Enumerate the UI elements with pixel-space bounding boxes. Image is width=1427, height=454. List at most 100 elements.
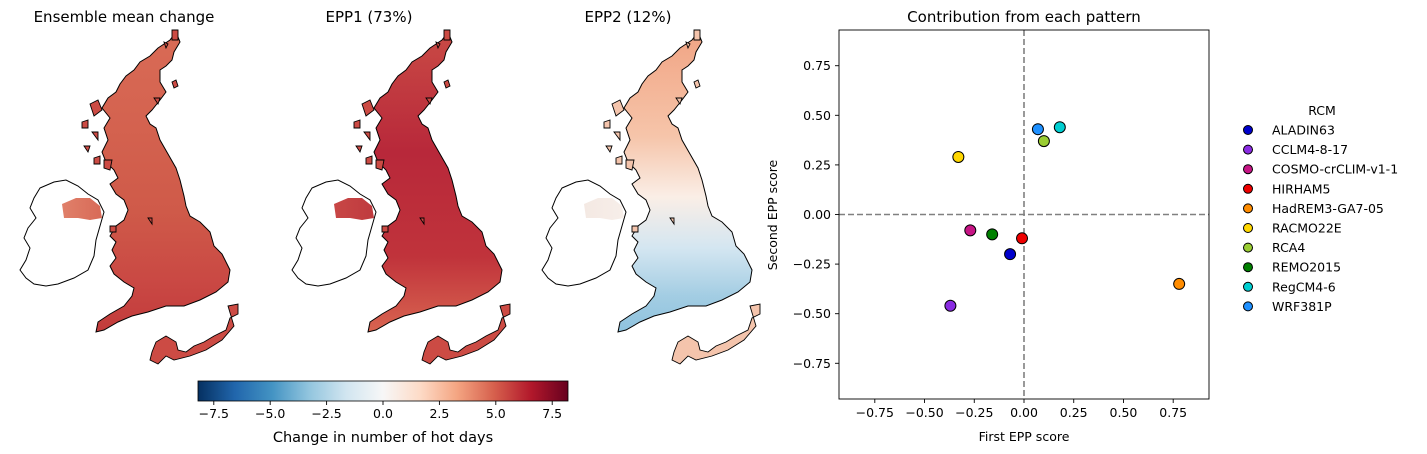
island-outline (685, 41, 691, 50)
ireland-outline (541, 179, 627, 287)
island-outline (693, 29, 701, 41)
colorbar-gradient (197, 380, 569, 402)
island-outline (425, 97, 433, 106)
axis-ticks: −0.75 −0.50 −0.25 0.00 0.25 0.50 0.75 −0.75 −0.5… (793, 58, 1187, 420)
y-tick-label: −0.50 (793, 306, 831, 321)
legend-marker (1243, 223, 1253, 233)
legend-label: WRF381P (1272, 299, 1332, 314)
colorbar-tick-label: −2.5 (311, 406, 341, 421)
point-wrf381p (1031, 123, 1044, 136)
legend-items: ALADIN63 CCLM4-8-17 COSMO-crCLIM-v1-1 HIRHA… (1243, 123, 1398, 314)
legend-title: RCM (1308, 103, 1336, 118)
great-britain-field (617, 30, 753, 333)
point-remo2015 (986, 228, 999, 241)
colorbar-label: Change in number of hot days (273, 430, 493, 446)
legend-label: RegCM4-6 (1272, 279, 1336, 294)
y-tick-label: 0.75 (803, 58, 831, 73)
northern-ireland-field (334, 198, 374, 220)
island-outline (353, 119, 361, 129)
colorbar-tick-label: 0.0 (373, 406, 393, 421)
island-outline (365, 155, 373, 165)
point-racmo22e (952, 150, 965, 163)
ireland-outline (19, 179, 105, 287)
colorbar-tick-label: −5.0 (255, 406, 285, 421)
island-outline (83, 145, 91, 154)
reference-lines (839, 30, 1209, 399)
legend-marker (1243, 262, 1253, 273)
data-points (944, 121, 1186, 312)
legend: RCM ALADIN63 CCLM4-8-17 COSMO-crCLIM-v1-1 H… (1243, 103, 1398, 314)
point-aladin63 (1004, 248, 1017, 261)
island-outline (419, 217, 425, 226)
island-outline (361, 99, 375, 117)
point-regcm4-6 (1053, 121, 1066, 134)
legend-marker (1243, 203, 1253, 214)
y-tick-label: −0.25 (793, 257, 831, 272)
x-tick-label: 0.50 (1110, 405, 1138, 420)
great-britain-field (95, 30, 231, 333)
x-tick-label: −0.25 (955, 405, 993, 420)
point-cclm4-8-17 (944, 299, 957, 312)
island-outline (163, 41, 169, 50)
legend-label: COSMO-crCLIM-v1-1 (1272, 162, 1398, 177)
y-axis-label: Second EPP score (765, 159, 780, 270)
colorbar-tick-label: 2.5 (429, 406, 449, 421)
island-outline (613, 131, 621, 142)
map-title: EPP2 (12%) (585, 8, 672, 26)
legend-label: RACMO22E (1272, 221, 1342, 236)
x-tick-label: 0.25 (1060, 405, 1088, 420)
island-outline (171, 29, 179, 41)
island-outline (631, 225, 639, 233)
island-outline (603, 119, 611, 129)
island-outline (89, 99, 103, 117)
island-outline (171, 79, 179, 89)
island-outline (671, 303, 761, 365)
x-tick-label: −0.75 (856, 405, 894, 420)
point-cosmo-crclim-v1-1 (964, 224, 977, 237)
island-outline (675, 97, 683, 106)
island-outline (81, 119, 89, 129)
colorbar-tick-label: 5.0 (486, 406, 506, 421)
map-panel-epp2: EPP2 (12%) (541, 8, 761, 365)
legend-label: HadREM3-GA7-05 (1272, 201, 1384, 216)
island-outline (109, 225, 117, 233)
northern-ireland-field (584, 198, 624, 220)
island-outline (153, 97, 161, 106)
colorbar: −7.5 −5.0 −2.5 0.0 2.5 5.0 7.5 Change in numbe… (197, 380, 569, 446)
island-outline (669, 217, 675, 226)
map-panel-epp1: EPP1 (73%) (291, 8, 511, 365)
map-title: Ensemble mean change (34, 8, 215, 26)
point-hirham5 (1016, 232, 1029, 245)
x-tick-label: 0.00 (1010, 405, 1038, 420)
island-outline (615, 155, 623, 165)
legend-marker (1243, 144, 1253, 155)
island-outline (443, 29, 451, 41)
legend-marker (1243, 164, 1253, 175)
legend-label: CCLM4-8-17 (1272, 142, 1348, 157)
y-tick-label: 0.50 (803, 108, 831, 123)
legend-label: ALADIN63 (1272, 123, 1335, 138)
ireland-outline (291, 179, 377, 287)
great-britain-field (367, 30, 503, 333)
island-outline (375, 159, 385, 171)
legend-label: HIRHAM5 (1272, 181, 1330, 196)
island-outline (443, 79, 451, 89)
island-outline (611, 99, 625, 117)
map-title: EPP1 (73%) (326, 8, 413, 26)
colorbar-tick-label: −7.5 (199, 406, 229, 421)
northern-ireland-field (62, 198, 102, 220)
island-outline (355, 145, 363, 154)
legend-label: REMO2015 (1272, 260, 1341, 275)
island-outline (93, 155, 101, 165)
x-axis-label: First EPP score (979, 429, 1070, 444)
legend-marker (1243, 301, 1253, 312)
island-outline (625, 159, 635, 171)
island-outline (693, 79, 701, 89)
island-outline (149, 303, 239, 365)
legend-marker (1243, 281, 1253, 292)
y-tick-label: 0.25 (803, 157, 831, 172)
island-outline (605, 145, 613, 154)
island-outline (381, 225, 389, 233)
legend-marker (1243, 125, 1253, 135)
